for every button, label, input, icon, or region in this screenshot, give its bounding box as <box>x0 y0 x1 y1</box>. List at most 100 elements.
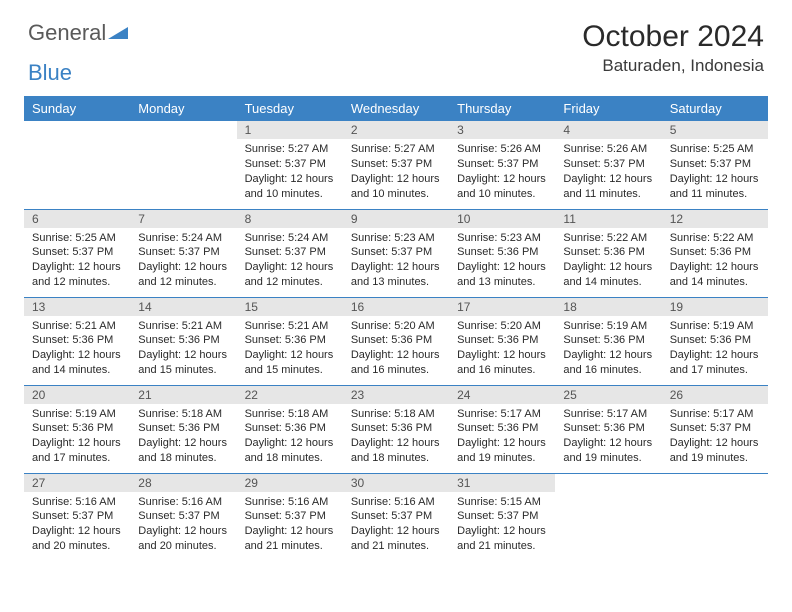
day-details: Sunrise: 5:18 AMSunset: 5:36 PMDaylight:… <box>343 404 449 470</box>
calendar-day-cell: 11Sunrise: 5:22 AMSunset: 5:36 PMDayligh… <box>555 209 661 297</box>
month-title: October 2024 <box>582 20 764 54</box>
day-header: Friday <box>555 96 661 121</box>
sunrise-text: Sunrise: 5:21 AM <box>245 319 335 334</box>
daylight-text: Daylight: 12 hours and 19 minutes. <box>563 436 653 466</box>
sunset-text: Sunset: 5:37 PM <box>457 509 547 524</box>
day-details: Sunrise: 5:16 AMSunset: 5:37 PMDaylight:… <box>343 492 449 558</box>
logo-triangle-icon <box>108 20 128 46</box>
calendar-day-cell: 18Sunrise: 5:19 AMSunset: 5:36 PMDayligh… <box>555 297 661 385</box>
sunset-text: Sunset: 5:37 PM <box>32 509 122 524</box>
calendar-day-cell: 24Sunrise: 5:17 AMSunset: 5:36 PMDayligh… <box>449 385 555 473</box>
sunset-text: Sunset: 5:37 PM <box>138 245 228 260</box>
day-details: Sunrise: 5:25 AMSunset: 5:37 PMDaylight:… <box>662 139 768 205</box>
sunset-text: Sunset: 5:36 PM <box>245 333 335 348</box>
daylight-text: Daylight: 12 hours and 11 minutes. <box>563 172 653 202</box>
day-details: Sunrise: 5:23 AMSunset: 5:36 PMDaylight:… <box>449 228 555 294</box>
day-number: 18 <box>555 298 661 316</box>
day-details: Sunrise: 5:15 AMSunset: 5:37 PMDaylight:… <box>449 492 555 558</box>
day-details: Sunrise: 5:16 AMSunset: 5:37 PMDaylight:… <box>130 492 236 558</box>
sunrise-text: Sunrise: 5:17 AM <box>563 407 653 422</box>
calendar-day-cell: 19Sunrise: 5:19 AMSunset: 5:36 PMDayligh… <box>662 297 768 385</box>
sunrise-text: Sunrise: 5:24 AM <box>245 231 335 246</box>
day-details: Sunrise: 5:16 AMSunset: 5:37 PMDaylight:… <box>237 492 343 558</box>
sunrise-text: Sunrise: 5:17 AM <box>457 407 547 422</box>
day-number: 4 <box>555 121 661 139</box>
day-details: Sunrise: 5:17 AMSunset: 5:36 PMDaylight:… <box>449 404 555 470</box>
calendar-day-cell: 22Sunrise: 5:18 AMSunset: 5:36 PMDayligh… <box>237 385 343 473</box>
calendar-day-cell: .. <box>555 473 661 561</box>
calendar-day-cell: .. <box>662 473 768 561</box>
day-number: 15 <box>237 298 343 316</box>
calendar-day-cell: 28Sunrise: 5:16 AMSunset: 5:37 PMDayligh… <box>130 473 236 561</box>
daylight-text: Daylight: 12 hours and 12 minutes. <box>138 260 228 290</box>
sunset-text: Sunset: 5:36 PM <box>138 421 228 436</box>
daylight-text: Daylight: 12 hours and 20 minutes. <box>138 524 228 554</box>
day-number: 30 <box>343 474 449 492</box>
sunset-text: Sunset: 5:37 PM <box>670 421 760 436</box>
day-number: 21 <box>130 386 236 404</box>
sunrise-text: Sunrise: 5:23 AM <box>457 231 547 246</box>
day-header: Monday <box>130 96 236 121</box>
daylight-text: Daylight: 12 hours and 11 minutes. <box>670 172 760 202</box>
sunrise-text: Sunrise: 5:19 AM <box>563 319 653 334</box>
sunset-text: Sunset: 5:37 PM <box>351 509 441 524</box>
sunrise-text: Sunrise: 5:25 AM <box>670 142 760 157</box>
calendar-day-cell: 8Sunrise: 5:24 AMSunset: 5:37 PMDaylight… <box>237 209 343 297</box>
daylight-text: Daylight: 12 hours and 20 minutes. <box>32 524 122 554</box>
day-number: 2 <box>343 121 449 139</box>
sunset-text: Sunset: 5:36 PM <box>670 333 760 348</box>
day-number: 27 <box>24 474 130 492</box>
daylight-text: Daylight: 12 hours and 14 minutes. <box>563 260 653 290</box>
day-number: 5 <box>662 121 768 139</box>
day-details: Sunrise: 5:21 AMSunset: 5:36 PMDaylight:… <box>237 316 343 382</box>
calendar-day-cell: 30Sunrise: 5:16 AMSunset: 5:37 PMDayligh… <box>343 473 449 561</box>
sunrise-text: Sunrise: 5:26 AM <box>563 142 653 157</box>
day-details: Sunrise: 5:24 AMSunset: 5:37 PMDaylight:… <box>237 228 343 294</box>
day-number: 22 <box>237 386 343 404</box>
sunset-text: Sunset: 5:37 PM <box>563 157 653 172</box>
sunset-text: Sunset: 5:37 PM <box>32 245 122 260</box>
day-number: 20 <box>24 386 130 404</box>
calendar-table: SundayMondayTuesdayWednesdayThursdayFrid… <box>24 96 768 561</box>
sunrise-text: Sunrise: 5:20 AM <box>351 319 441 334</box>
day-details: Sunrise: 5:27 AMSunset: 5:37 PMDaylight:… <box>343 139 449 205</box>
calendar-body: ....1Sunrise: 5:27 AMSunset: 5:37 PMDayl… <box>24 121 768 561</box>
calendar-day-cell: 14Sunrise: 5:21 AMSunset: 5:36 PMDayligh… <box>130 297 236 385</box>
sunset-text: Sunset: 5:37 PM <box>245 245 335 260</box>
sunrise-text: Sunrise: 5:15 AM <box>457 495 547 510</box>
sunrise-text: Sunrise: 5:16 AM <box>32 495 122 510</box>
sunset-text: Sunset: 5:36 PM <box>138 333 228 348</box>
sunset-text: Sunset: 5:36 PM <box>457 245 547 260</box>
calendar-day-cell: 10Sunrise: 5:23 AMSunset: 5:36 PMDayligh… <box>449 209 555 297</box>
day-number: 31 <box>449 474 555 492</box>
sunrise-text: Sunrise: 5:24 AM <box>138 231 228 246</box>
sunrise-text: Sunrise: 5:23 AM <box>351 231 441 246</box>
daylight-text: Daylight: 12 hours and 19 minutes. <box>457 436 547 466</box>
calendar-day-cell: 12Sunrise: 5:22 AMSunset: 5:36 PMDayligh… <box>662 209 768 297</box>
daylight-text: Daylight: 12 hours and 21 minutes. <box>457 524 547 554</box>
sunrise-text: Sunrise: 5:16 AM <box>351 495 441 510</box>
calendar-day-cell: 20Sunrise: 5:19 AMSunset: 5:36 PMDayligh… <box>24 385 130 473</box>
calendar-day-cell: 26Sunrise: 5:17 AMSunset: 5:37 PMDayligh… <box>662 385 768 473</box>
day-number: 16 <box>343 298 449 316</box>
calendar-day-cell: 29Sunrise: 5:16 AMSunset: 5:37 PMDayligh… <box>237 473 343 561</box>
brand-word1: General <box>28 20 106 46</box>
day-details: Sunrise: 5:18 AMSunset: 5:36 PMDaylight:… <box>237 404 343 470</box>
sunset-text: Sunset: 5:37 PM <box>245 509 335 524</box>
day-number: 26 <box>662 386 768 404</box>
day-details: Sunrise: 5:18 AMSunset: 5:36 PMDaylight:… <box>130 404 236 470</box>
sunrise-text: Sunrise: 5:26 AM <box>457 142 547 157</box>
sunset-text: Sunset: 5:37 PM <box>351 245 441 260</box>
daylight-text: Daylight: 12 hours and 15 minutes. <box>138 348 228 378</box>
daylight-text: Daylight: 12 hours and 18 minutes. <box>138 436 228 466</box>
sunrise-text: Sunrise: 5:17 AM <box>670 407 760 422</box>
calendar-day-cell: 13Sunrise: 5:21 AMSunset: 5:36 PMDayligh… <box>24 297 130 385</box>
daylight-text: Daylight: 12 hours and 21 minutes. <box>351 524 441 554</box>
day-number: 10 <box>449 210 555 228</box>
daylight-text: Daylight: 12 hours and 10 minutes. <box>457 172 547 202</box>
calendar-week-row: 13Sunrise: 5:21 AMSunset: 5:36 PMDayligh… <box>24 297 768 385</box>
day-details: Sunrise: 5:17 AMSunset: 5:36 PMDaylight:… <box>555 404 661 470</box>
brand-word2: Blue <box>28 60 772 86</box>
daylight-text: Daylight: 12 hours and 17 minutes. <box>670 348 760 378</box>
calendar-day-cell: 7Sunrise: 5:24 AMSunset: 5:37 PMDaylight… <box>130 209 236 297</box>
